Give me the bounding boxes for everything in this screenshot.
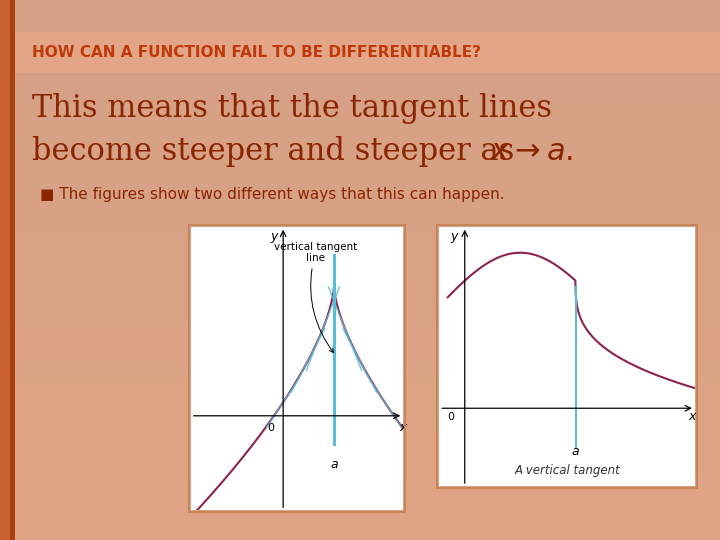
Text: A vertical tangent: A vertical tangent xyxy=(514,464,620,477)
Bar xyxy=(0,32,720,73)
Text: a: a xyxy=(330,458,338,471)
Text: x: x xyxy=(400,421,407,434)
Text: 0: 0 xyxy=(267,423,274,433)
Text: y: y xyxy=(451,230,458,242)
Text: become steeper and steeper as: become steeper and steeper as xyxy=(32,136,525,167)
Text: HOW CAN A FUNCTION FAIL TO BE DIFFERENTIABLE?: HOW CAN A FUNCTION FAIL TO BE DIFFERENTI… xyxy=(32,45,482,60)
Bar xyxy=(0,0,10,540)
Text: 0: 0 xyxy=(448,413,454,422)
Text: a: a xyxy=(572,445,580,458)
Text: y: y xyxy=(270,230,278,243)
Text: x: x xyxy=(688,410,696,423)
Bar xyxy=(10,0,15,540)
Text: ■ The figures show two different ways that this can happen.: ■ The figures show two different ways th… xyxy=(40,187,504,202)
Text: This means that the tangent lines: This means that the tangent lines xyxy=(32,92,552,124)
Text: vertical tangent
line: vertical tangent line xyxy=(274,241,357,353)
Text: $x \rightarrow a.$: $x \rightarrow a.$ xyxy=(490,136,573,167)
